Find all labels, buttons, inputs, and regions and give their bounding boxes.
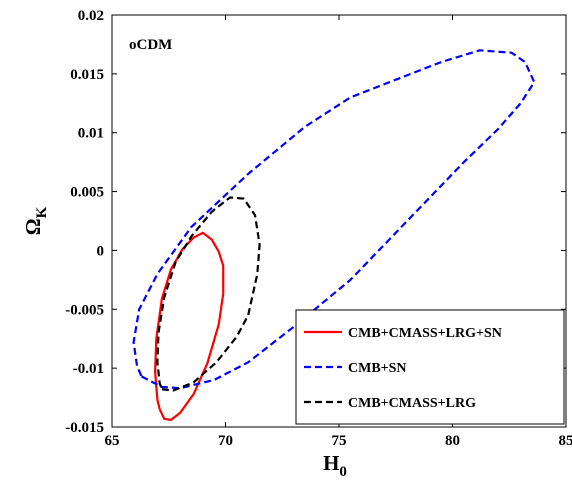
y-tick-label: 0 [97, 243, 105, 259]
x-tick-label: 70 [218, 433, 233, 449]
x-tick-label: 75 [332, 433, 347, 449]
y-tick-label: -0.005 [65, 302, 104, 318]
y-axis-ticks: -0.015 -0.01 -0.005 0 0.005 0.01 0.015 0.02 [65, 8, 566, 436]
x-tick-label: 80 [445, 433, 460, 449]
y-axis-label-main: Ω [21, 218, 45, 235]
y-tick-label: 0.02 [78, 8, 104, 24]
y-tick-label: -0.01 [73, 361, 104, 377]
x-tick-label: 65 [105, 433, 120, 449]
y-tick-label: 0.005 [70, 185, 104, 201]
series-line-cmb-cmass-lrg-sn [154, 231, 225, 421]
x-axis-label-sub: 0 [339, 464, 347, 480]
legend-entry: CMB+CMASS+LRG+SN [348, 326, 502, 341]
y-tick-label: -0.015 [65, 420, 104, 436]
y-axis-label-sub: K [34, 206, 50, 218]
series-line-cmb-sn [132, 49, 536, 390]
y-axis-label: ΩK [21, 206, 50, 235]
chart-annotation: oCDM [129, 37, 172, 53]
legend-entry: CMB+SN [348, 361, 407, 376]
x-axis-label: H0 [323, 451, 347, 480]
x-axis-label-main: H [323, 451, 339, 475]
legend-entry: CMB+CMASS+LRG [348, 396, 476, 411]
series-layer [132, 49, 536, 421]
y-tick-label: 0.01 [78, 126, 104, 142]
y-tick-label: 0.015 [70, 67, 104, 83]
legend: CMB+CMASS+LRG+SN CMB+SN CMB+CMASS+LRG [295, 309, 565, 425]
series-line-cmb-cmass-lrg [156, 196, 261, 392]
x-tick-label: 85 [559, 433, 572, 449]
